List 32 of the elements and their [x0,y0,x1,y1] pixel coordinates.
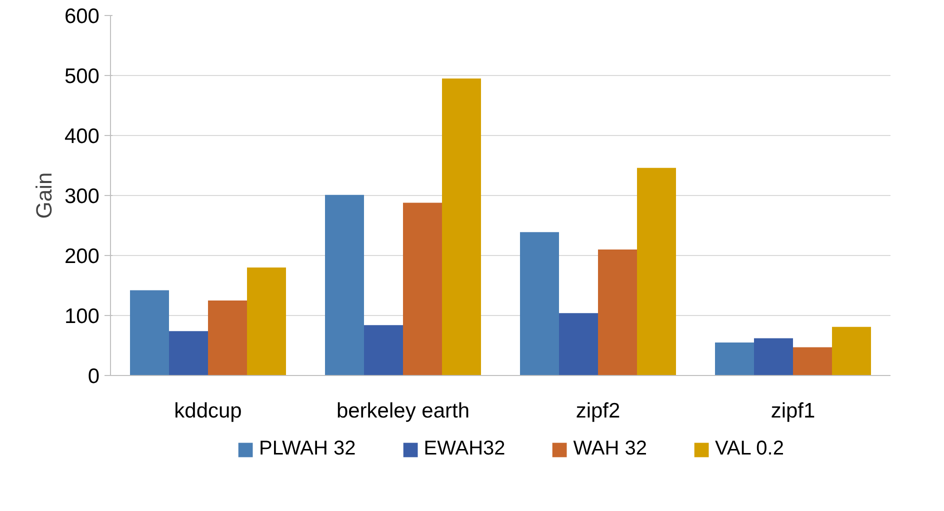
y-tick-label: 500 [64,65,100,88]
bar [442,78,481,376]
x-tick-label: zipf1 [770,400,816,422]
bar [208,300,247,376]
y-tick-label: 300 [64,185,100,208]
bar [364,325,403,376]
bar [793,347,832,376]
y-tick-label: 200 [64,245,100,268]
bar [715,342,754,376]
bar [325,194,364,376]
y-tick-label: 100 [64,305,100,328]
bar [169,331,208,376]
bar [637,168,676,376]
y-tick-label: 0 [88,365,100,388]
bar [130,290,169,376]
x-tick-label: berkeley earth [336,400,470,422]
legend-label: WAH 32 [573,438,648,460]
x-tick-label: kddcup [174,400,242,422]
bar [247,268,286,376]
y-tick-label: 400 [64,125,100,148]
bar [754,338,793,376]
bar [832,326,871,376]
legend-label: PLWAH 32 [259,438,356,460]
legend-label: VAL 0.2 [715,438,784,460]
y-axis-title: Gain [31,172,56,219]
bar [598,250,637,376]
x-tick-label: zipf2 [576,400,620,422]
bar [559,313,598,376]
legend-label: EWAH32 [424,438,506,460]
bar [520,232,559,376]
bar [403,202,442,376]
y-tick-label: 600 [64,5,100,28]
